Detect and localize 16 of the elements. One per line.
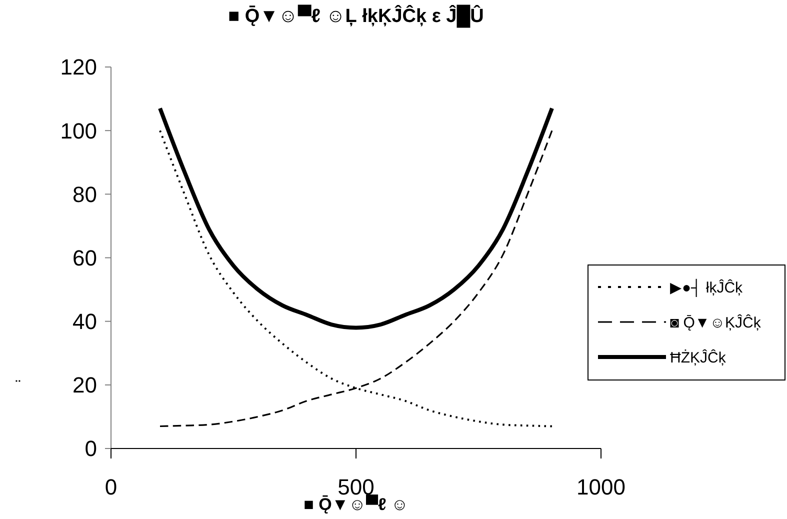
legend-label: ▶●┤ łķĴĈķ xyxy=(670,278,744,298)
y-axis-title: ¨ xyxy=(16,376,21,393)
y-tick-label: 0 xyxy=(84,436,97,462)
y-tick-label: 40 xyxy=(72,309,97,334)
y-tick-label: 120 xyxy=(60,54,97,80)
y-tick-label: 20 xyxy=(72,372,97,398)
line-series xyxy=(158,106,554,330)
x-tick-label: 1000 xyxy=(576,474,626,500)
y-tick-label: 80 xyxy=(72,182,97,207)
y-tick-label: 100 xyxy=(60,118,97,144)
x-tick-label: 0 xyxy=(104,474,118,500)
legend-label: ĦŻĶĴĈķ xyxy=(670,348,726,366)
legend-label: ◙ Ǭ▼☺ĶĴĈķ xyxy=(670,313,762,332)
line-series xyxy=(159,130,553,428)
chart-title: ■ Ǭ▼☺▀ℓ ☺Ļ łķĶĴĈķ ε Ĵ█Û xyxy=(228,4,484,28)
y-tick-label: 60 xyxy=(72,245,97,270)
